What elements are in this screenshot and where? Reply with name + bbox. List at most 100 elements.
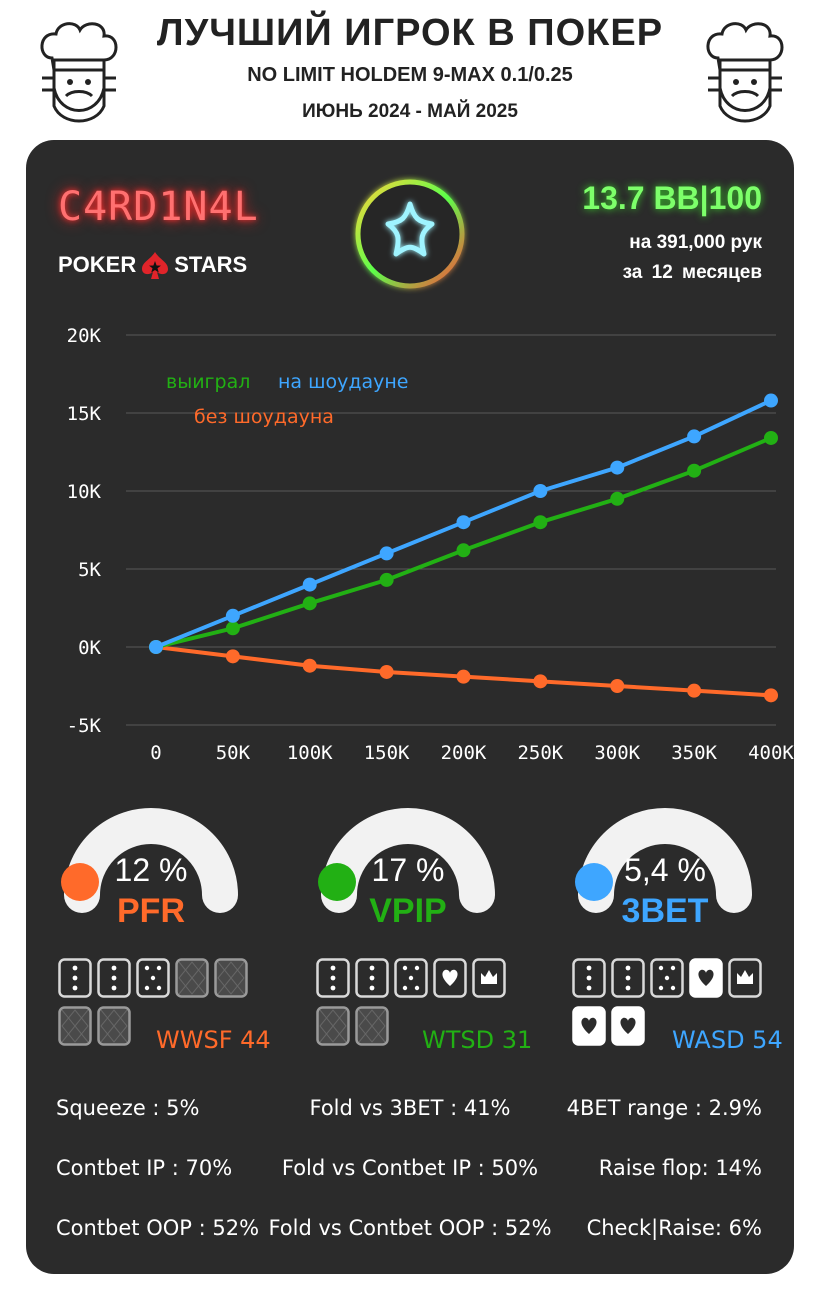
data-point (456, 669, 471, 684)
card-heartw-icon (611, 1006, 645, 1046)
wasd-stat: WASD 54 (672, 1026, 783, 1054)
data-point (764, 393, 778, 408)
data-point (764, 688, 778, 703)
data-point (149, 640, 163, 654)
fold-vs-contbet-ip-stat: Fold vs Contbet IP : 50% (281, 1156, 539, 1180)
x-tick-label: 350K (671, 742, 717, 764)
wtsd-cards (316, 958, 506, 1054)
winrate-value: 13.7 BB|100 (582, 180, 762, 216)
stats-panel: C4RD1N4L POKER STARS 13.7 BB|100 на 391,… (26, 140, 794, 1274)
legend-label: без шоудауна (194, 406, 334, 428)
wtsd-stat: WTSD 31 (422, 1026, 533, 1054)
3bet-gauge (575, 808, 752, 913)
data-point (379, 664, 394, 679)
data-point (687, 683, 702, 698)
data-point (533, 484, 548, 498)
3bet-label: 3BET (621, 892, 709, 930)
wwsf-cards (58, 958, 248, 1054)
pokerstars-logo: POKER STARS (58, 250, 247, 280)
period-label: ИЮНЬ 2024 - МАЙ 2025 (302, 101, 518, 122)
fold-vs-contbet-oop-stat: Fold vs Contbet OOP : 52% (268, 1216, 552, 1240)
data-point (456, 543, 471, 558)
card-two-icon (572, 958, 606, 998)
data-point (764, 430, 778, 445)
card-crown-icon (728, 958, 762, 998)
card-two-icon (58, 958, 92, 998)
data-point (456, 515, 471, 530)
data-point (302, 577, 317, 592)
x-tick-label: 150K (364, 742, 410, 764)
x-tick-label: 100K (287, 742, 333, 764)
x-tick-label: 50K (216, 742, 251, 764)
data-point (225, 621, 240, 636)
fold-vs-3bet-stat: Fold vs 3BET : 41% (309, 1096, 511, 1120)
page-title: ЛУЧШИЙ ИГРОК В ПОКЕР (156, 12, 664, 54)
winnings-line-chart: 20K 15K 10K 5K 0K -5K 0 50K 100K 150K 200K 250K 300K… (67, 325, 794, 764)
vpip-label: VPIP (369, 892, 447, 930)
card-five-icon (136, 958, 170, 998)
header: ЛУЧШИЙ ИГРОК В ПОКЕР NO LIMIT HOLDEM 9-M… (0, 0, 820, 140)
page-subtitle: NO LIMIT HOLDEM 9-MAX 0.1/0.25 (247, 64, 573, 86)
y-tick-label: 20K (67, 325, 102, 347)
data-point (225, 649, 240, 664)
vpip-gauge (318, 808, 495, 913)
card-heartw-icon (689, 958, 723, 998)
vpip-gauge-marker (318, 863, 356, 901)
x-tick-label: 0 (150, 742, 161, 764)
months-count: за 12 месяцев (622, 262, 762, 283)
3bet-value: 5,4 % (624, 852, 706, 888)
y-tick-label: -5K (67, 715, 102, 737)
card-back-icon (175, 958, 209, 998)
player-nickname: C4RD1N4L (58, 184, 259, 230)
logo-text-right: STARS (174, 252, 248, 277)
data-point (379, 546, 394, 561)
hands-count: на 391,000 рук (629, 232, 762, 253)
card-two-icon (611, 958, 645, 998)
pfr-label: PFR (117, 892, 185, 930)
card-heart-icon (433, 958, 467, 998)
data-point (302, 658, 317, 673)
data-point (610, 460, 625, 475)
pfr-gauge (61, 808, 238, 913)
chef-king-icon (706, 22, 784, 123)
wasd-cards (572, 958, 762, 1054)
y-tick-label: 0K (78, 637, 101, 659)
contbet-oop-stat: Contbet OOP : 52% (56, 1216, 260, 1240)
wwsf-stat: WWSF 44 (156, 1026, 271, 1054)
card-two-icon (355, 958, 389, 998)
data-point (533, 515, 548, 530)
spade-star-icon (142, 252, 169, 279)
series-line (155, 436, 772, 649)
chef-king-icon (40, 22, 118, 123)
y-tick-label: 15K (67, 403, 102, 425)
pfr-value: 12 % (114, 852, 188, 888)
x-tick-label: 250K (517, 742, 563, 764)
card-two-icon (97, 958, 131, 998)
y-tick-label: 10K (67, 481, 102, 503)
data-point (610, 491, 625, 506)
card-back-icon (97, 1006, 131, 1046)
data-point (379, 572, 394, 587)
squeeze-stat: Squeeze : 5% (56, 1096, 200, 1120)
card-five-icon (394, 958, 428, 998)
data-point (610, 679, 625, 693)
legend-label: выиграл (166, 371, 250, 393)
vpip-value: 17 % (371, 852, 445, 888)
star-badge-icon (355, 179, 465, 289)
card-crown-icon (472, 958, 506, 998)
raise-flop-stat: Raise flop: 14% (598, 1156, 762, 1180)
card-heartw-icon (572, 1006, 606, 1046)
x-tick-label: 300K (594, 742, 640, 764)
y-tick-label: 5K (78, 559, 101, 581)
data-point (687, 429, 702, 444)
x-tick-label: 400K (748, 742, 794, 764)
4bet-range-stat: 4BET range : 2.9% (566, 1096, 762, 1120)
card-back-icon (214, 958, 248, 998)
card-five-icon (650, 958, 684, 998)
check-raise-stat: Check|Raise: 6% (586, 1216, 762, 1240)
legend-label: на шоудауне (278, 371, 409, 393)
pfr-gauge-marker (61, 863, 99, 901)
card-back-icon (58, 1006, 92, 1046)
data-point (533, 674, 548, 689)
data-point (225, 608, 240, 623)
